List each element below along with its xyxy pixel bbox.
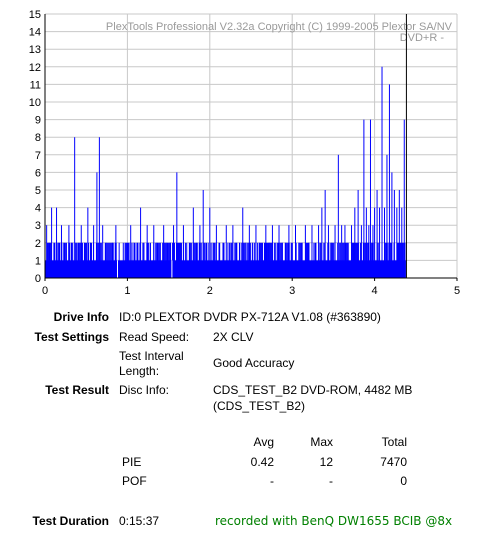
test-duration-value: 0:15:37 — [119, 514, 160, 528]
x-tick-label: 3 — [289, 285, 295, 297]
y-tick-label: 6 — [35, 167, 41, 179]
disc-info-value-line-2: (CDS_TEST_B2) — [213, 399, 306, 413]
drive-info-label: Drive Info — [53, 310, 109, 324]
col-total-header: Total — [381, 435, 407, 449]
disc-info-value-line-1: CDS_TEST_B2 DVD-ROM, 4482 MB — [213, 383, 413, 397]
x-tick-label: 2 — [207, 285, 213, 297]
y-tick-label: 5 — [35, 185, 41, 197]
read-speed-value: 2X CLV — [213, 330, 254, 344]
y-tick-label: 8 — [35, 132, 41, 144]
y-tick-label: 7 — [35, 150, 41, 162]
x-tick-label: 1 — [124, 285, 130, 297]
drive-info-value: ID:0 PLEXTOR DVDR PX-712A V1.08 (#363890… — [119, 310, 381, 324]
pof-max-value: - — [329, 474, 333, 488]
pof-row-label: POF — [122, 474, 147, 488]
y-tick-label: 12 — [29, 62, 41, 74]
x-tick-label: 5 — [454, 285, 460, 297]
chart-watermark-line-2: DVD+R - — [400, 32, 445, 44]
y-tick-label: 9 — [35, 115, 41, 127]
test-result-label: Test Result — [45, 383, 109, 397]
y-tick-label: 3 — [35, 220, 41, 232]
pie-total-value: 7470 — [380, 455, 407, 469]
test-duration-label: Test Duration — [32, 514, 109, 528]
chart-watermark-line-1: PlexTools Professional V2.32a Copyright … — [106, 21, 453, 33]
y-tick-label: 10 — [29, 97, 41, 109]
col-avg-header: Avg — [253, 435, 274, 449]
pie-row-label: PIE — [122, 455, 142, 469]
pof-total-value: 0 — [400, 474, 407, 488]
y-tick-label: 1 — [35, 255, 41, 267]
chart-grid — [45, 13, 458, 278]
y-tick-label: 2 — [35, 238, 41, 250]
col-max-header: Max — [310, 435, 333, 449]
test-interval-label-line-1: Test Interval — [119, 349, 184, 363]
x-tick-label: 0 — [42, 285, 48, 297]
y-tick-label: 15 — [29, 9, 41, 21]
test-settings-label: Test Settings — [34, 330, 109, 344]
y-tick-label: 4 — [35, 203, 41, 215]
pof-avg-value: - — [270, 474, 274, 488]
test-interval-label-line-2: Length: — [119, 364, 160, 378]
pie-chart: PlexTools Professional V2.32a Copyright … — [29, 9, 460, 297]
chart-axes — [44, 14, 458, 281]
read-speed-label: Read Speed: — [119, 330, 190, 344]
x-tick-labels: 0 1 2 3 4 5 — [42, 285, 460, 297]
y-tick-label: 13 — [29, 44, 41, 56]
pie-max-value: 12 — [319, 455, 333, 469]
disc-info-label: Disc Info: — [119, 383, 170, 397]
y-tick-label: 0 — [35, 273, 41, 285]
recorded-with-note: recorded with BenQ DW1655 BCIB @8x — [215, 514, 453, 528]
pie-avg-value: 0.42 — [250, 455, 274, 469]
y-tick-label: 14 — [29, 27, 41, 39]
test-interval-value: Good Accuracy — [213, 356, 295, 370]
y-tick-label: 11 — [30, 79, 41, 91]
chart-bars — [44, 66, 406, 278]
x-tick-label: 4 — [372, 285, 378, 297]
